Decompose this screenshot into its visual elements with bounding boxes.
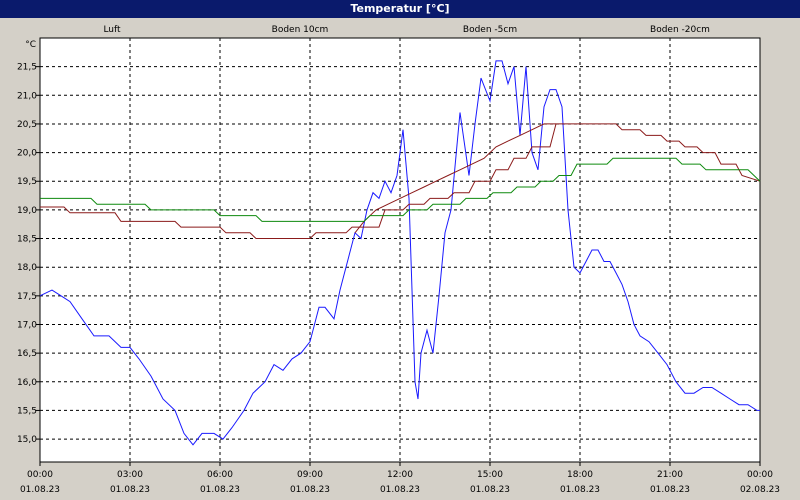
y-tick-label: 15,0 <box>17 435 37 445</box>
legend-entry-2: Boden -5cm <box>463 25 517 35</box>
x-tick-date-label: 01.08.23 <box>110 485 150 495</box>
y-tick-label: 19,5 <box>17 177 37 187</box>
x-tick-time-label: 03:00 <box>117 470 143 480</box>
x-tick-date-label: 01.08.23 <box>470 485 510 495</box>
x-tick-time-label: 12:00 <box>387 470 413 480</box>
y-tick-label: 17,5 <box>17 292 37 302</box>
y-tick-label: 15,5 <box>17 406 37 416</box>
x-tick-time-label: 21:00 <box>657 470 683 480</box>
y-tick-label: 18,0 <box>17 263 37 273</box>
legend-entry-0: Luft <box>103 25 121 35</box>
y-tick-label: 20,5 <box>17 120 37 130</box>
y-tick-label: 21,5 <box>17 63 37 73</box>
y-axis-unit-label: °C <box>25 40 36 50</box>
series-line-1 <box>40 123 761 239</box>
y-tick-label: 21,0 <box>17 91 37 101</box>
y-tick-label: 19,0 <box>17 206 37 216</box>
y-tick-label: 17,0 <box>17 320 37 330</box>
x-tick-time-label: 09:00 <box>297 470 323 480</box>
legend-entry-3: Boden -20cm <box>650 25 710 35</box>
x-tick-date-label: 01.08.23 <box>380 485 420 495</box>
x-tick-time-label: 18:00 <box>567 470 593 480</box>
x-tick-date-label: 01.08.23 <box>290 485 330 495</box>
series-line-0 <box>39 60 760 446</box>
series-line-2 <box>354 123 556 234</box>
y-tick-label: 16,5 <box>17 349 37 359</box>
x-tick-time-label: 00:00 <box>27 470 53 480</box>
x-tick-time-label: 00:00 <box>747 470 773 480</box>
y-tick-label: 20,0 <box>17 149 37 159</box>
y-tick-label: 18,5 <box>17 235 37 245</box>
x-tick-date-label: 01.08.23 <box>650 485 690 495</box>
series-line-3 <box>40 157 761 222</box>
y-tick-label: 16,0 <box>17 378 37 388</box>
x-tick-time-label: 15:00 <box>477 470 503 480</box>
x-tick-date-label: 01.08.23 <box>200 485 240 495</box>
x-tick-date-label: 01.08.23 <box>20 485 60 495</box>
window-title: Temperatur [°C] <box>0 0 800 18</box>
x-tick-time-label: 06:00 <box>207 470 233 480</box>
legend-entry-1: Boden 10cm <box>272 25 329 35</box>
x-tick-date-label: 02.08.23 <box>740 485 780 495</box>
x-tick-date-label: 01.08.23 <box>560 485 600 495</box>
